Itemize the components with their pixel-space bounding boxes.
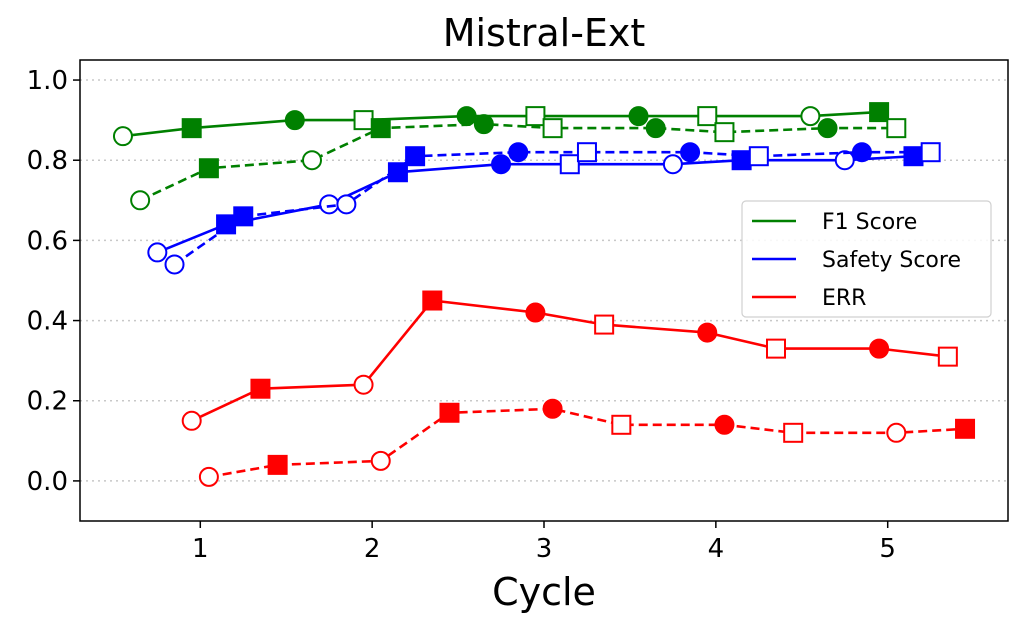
- data-point: [147, 242, 168, 263]
- data-point: [834, 150, 855, 171]
- data-point: [559, 154, 580, 175]
- x-tick-label: 4: [708, 534, 725, 564]
- series-2: [147, 146, 924, 263]
- data-point: [542, 398, 563, 419]
- data-point: [628, 106, 649, 127]
- series-line: [139, 122, 897, 202]
- legend: F1 Score Safety Score ERR: [741, 200, 992, 318]
- x-tick-label: 3: [536, 534, 553, 564]
- legend-box: [741, 200, 992, 318]
- series-1: [130, 114, 907, 211]
- data-point: [387, 162, 408, 183]
- data-point: [714, 414, 735, 435]
- x-axis-label: Cycle: [492, 570, 596, 614]
- data-point: [594, 314, 615, 335]
- x-tick-label: 5: [879, 534, 896, 564]
- data-point: [886, 422, 907, 443]
- data-point: [869, 338, 890, 359]
- data-point: [422, 290, 443, 311]
- data-point: [353, 374, 374, 395]
- data-point: [525, 302, 546, 323]
- y-tick-label: 0.8: [27, 146, 68, 176]
- data-point: [164, 254, 185, 275]
- y-tick-label: 0.4: [27, 307, 68, 337]
- data-point: [955, 418, 976, 439]
- data-point: [542, 118, 563, 139]
- data-point: [714, 122, 735, 143]
- data-point: [645, 118, 666, 139]
- data-point: [370, 118, 391, 139]
- series-line: [208, 407, 966, 479]
- data-point: [284, 110, 305, 131]
- series-3: [164, 142, 941, 275]
- data-point: [267, 454, 288, 475]
- data-point: [473, 114, 494, 135]
- data-point: [370, 450, 391, 471]
- data-point: [456, 106, 477, 127]
- data-point: [491, 154, 512, 175]
- data-point: [353, 110, 374, 131]
- series-4: [181, 290, 958, 431]
- data-point: [439, 402, 460, 423]
- series-line: [156, 154, 914, 254]
- data-point: [112, 126, 133, 147]
- y-tick-label: 1.0: [27, 66, 68, 96]
- data-point: [851, 142, 872, 163]
- series-line: [122, 110, 880, 138]
- data-point: [198, 158, 219, 179]
- data-point: [233, 206, 254, 227]
- series-0: [112, 102, 890, 147]
- data-point: [800, 106, 821, 127]
- series-5: [198, 398, 976, 487]
- data-point: [576, 142, 597, 163]
- legend-label: ERR: [822, 286, 866, 311]
- data-point: [336, 194, 357, 215]
- y-tick-label: 0.2: [27, 387, 68, 417]
- data-point: [766, 338, 786, 359]
- x-axis: 1 2 3 4 5: [192, 521, 896, 564]
- y-tick-label: 0.6: [27, 226, 68, 256]
- series-layer: [112, 102, 976, 487]
- chart-title: Mistral-Ext: [443, 11, 646, 55]
- data-point: [130, 190, 151, 211]
- data-point: [508, 142, 529, 163]
- data-point: [748, 146, 769, 167]
- data-point: [869, 102, 890, 123]
- legend-label: F1 Score: [822, 210, 917, 235]
- data-point: [181, 118, 202, 139]
- data-point: [525, 106, 546, 127]
- series-line: [191, 299, 949, 422]
- data-point: [817, 118, 838, 139]
- x-tick-label: 1: [192, 534, 209, 564]
- data-point: [680, 142, 701, 163]
- data-point: [697, 322, 718, 343]
- data-point: [405, 146, 426, 167]
- data-point: [783, 422, 804, 443]
- y-tick-label: 0.0: [27, 467, 68, 497]
- data-point: [181, 410, 202, 431]
- y-axis: 0.0 0.2 0.4 0.6 0.8 1.0: [27, 66, 80, 497]
- series-line: [173, 150, 931, 266]
- data-point: [697, 106, 718, 127]
- data-point: [611, 414, 632, 435]
- data-point: [302, 150, 322, 171]
- data-point: [198, 466, 219, 487]
- data-point: [937, 346, 958, 367]
- data-point: [886, 118, 907, 139]
- data-point: [920, 142, 941, 163]
- legend-label: Safety Score: [822, 248, 961, 273]
- x-tick-label: 2: [364, 534, 381, 564]
- grid: [80, 79, 1008, 482]
- data-point: [250, 378, 271, 399]
- data-point: [662, 154, 683, 175]
- data-point: [903, 146, 924, 167]
